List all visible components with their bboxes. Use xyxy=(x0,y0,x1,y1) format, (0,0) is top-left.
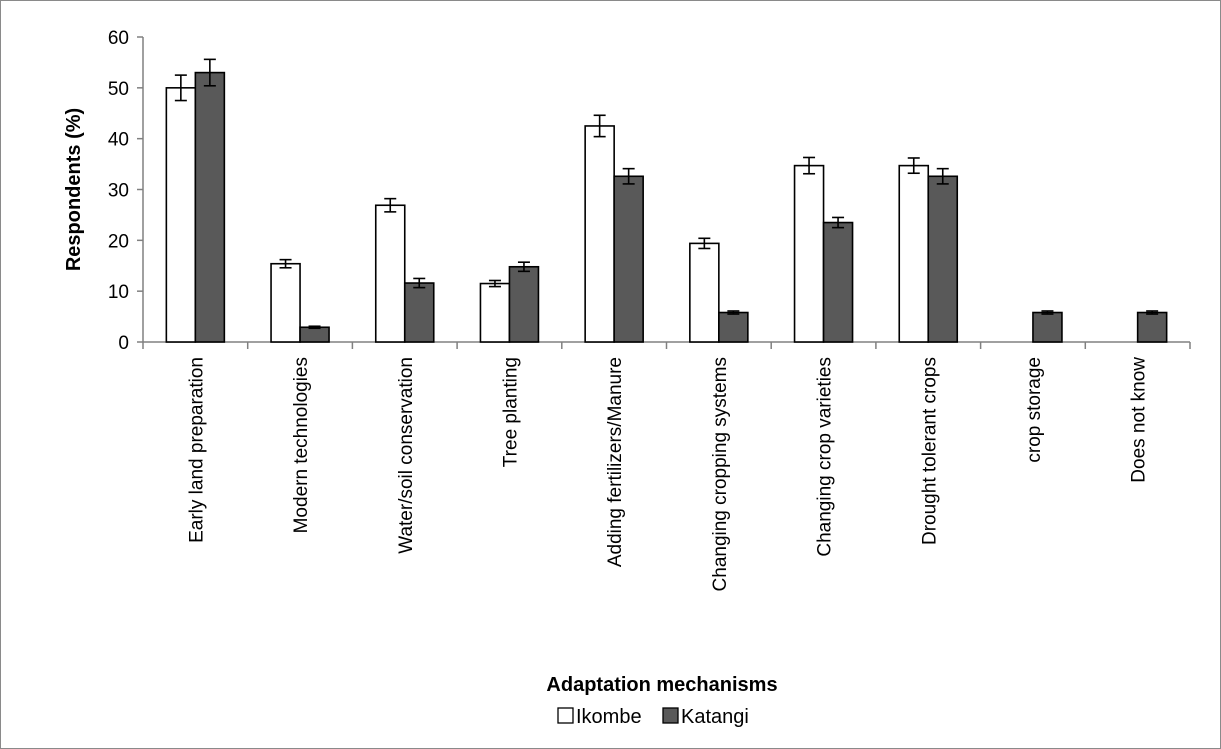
y-tick-label: 40 xyxy=(108,130,129,151)
x-category-label: Changing cropping systems xyxy=(710,357,731,591)
x-category-label: Does not know xyxy=(1129,357,1150,483)
bar-katangi xyxy=(508,265,540,343)
x-category-label: Water/soil conservation xyxy=(396,357,417,554)
bar-katangi xyxy=(822,221,854,343)
x-category-label: Adding fertilizers/Manure xyxy=(605,357,626,567)
legend-label: Ikombe xyxy=(576,706,642,728)
x-axis-title: Adaptation mechanisms xyxy=(546,674,777,696)
bar-ikombe xyxy=(689,242,720,343)
bar-katangi xyxy=(1032,311,1063,343)
y-tick-label: 60 xyxy=(108,28,129,49)
x-category-label: Early land preparation xyxy=(186,357,207,543)
bar-ikombe xyxy=(584,125,615,343)
y-tick-label: 0 xyxy=(118,333,129,354)
bar-katangi xyxy=(299,326,330,343)
bar-ikombe xyxy=(898,164,930,343)
bar-katangi xyxy=(1136,311,1168,343)
x-category-label: Tree planting xyxy=(500,357,521,467)
bar-ikombe xyxy=(793,164,825,343)
x-category-label: crop storage xyxy=(1024,357,1045,463)
bar-katangi xyxy=(403,282,435,343)
legend-label: Katangi xyxy=(681,706,749,728)
bar-ikombe xyxy=(270,262,301,343)
y-axis-title: Respondents (%) xyxy=(63,108,85,271)
y-tick-label: 30 xyxy=(108,181,129,202)
y-tick-label: 20 xyxy=(108,231,129,252)
x-category-label: Drought tolerant crops xyxy=(919,357,940,545)
bar-ikombe xyxy=(165,87,197,343)
bar-katangi xyxy=(613,175,644,343)
legend-swatch-katangi xyxy=(662,707,679,724)
bar-ikombe xyxy=(374,204,406,343)
y-tick-label: 10 xyxy=(108,282,129,303)
bar-katangi xyxy=(194,71,226,343)
legend-swatch-ikombe xyxy=(557,707,574,724)
bar-ikombe xyxy=(479,282,511,343)
x-category-label: Modern technologies xyxy=(291,357,312,533)
bar-katangi xyxy=(927,175,959,343)
x-category-label: Changing crop varieties xyxy=(815,357,836,557)
bar-katangi xyxy=(718,311,749,343)
y-tick-label: 50 xyxy=(108,79,129,100)
